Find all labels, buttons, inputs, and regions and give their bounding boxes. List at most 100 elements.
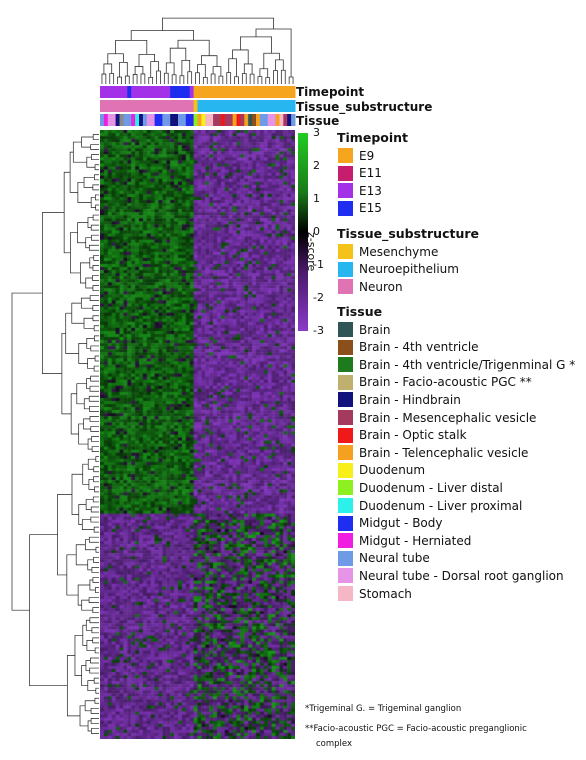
tissue-cell (291, 114, 296, 126)
timepoint-cell (107, 86, 113, 98)
tissue-cell (154, 114, 159, 126)
legend-label: E13 (359, 183, 382, 198)
row-dendrogram-branch (94, 697, 99, 704)
timepoint-cell (174, 86, 179, 98)
tissue-cell (263, 114, 269, 126)
legend-swatch (338, 339, 353, 355)
row-dendrogram-branch (90, 197, 96, 208)
row-dendrogram-branch (91, 154, 99, 161)
substructure-cell (263, 100, 269, 112)
row-dendrogram-branch (92, 134, 99, 140)
legend-label: Midgut - Body (359, 516, 443, 531)
substructure-cell (252, 100, 257, 112)
legend-label: Brain - 4th ventricle (359, 340, 479, 355)
row-dendrogram-branch (82, 624, 87, 646)
tissue-cell (217, 114, 222, 126)
column-dendrogram-branch (140, 73, 146, 84)
substructure-cell (170, 100, 175, 112)
tissue-track-label: Tissue (296, 114, 340, 128)
timepoint-cell (283, 86, 288, 98)
timepoint-cell (181, 86, 187, 98)
row-dendrogram-branch (65, 312, 79, 354)
row-dendrogram-branch (90, 657, 99, 664)
row-dendrogram-branch (92, 315, 99, 322)
column-dendrogram-branch (187, 71, 193, 84)
row-dendrogram-branch (87, 559, 94, 571)
substructure-cell (236, 100, 241, 112)
column-dendrogram-branch (202, 76, 208, 84)
row-dendrogram-branch (90, 516, 99, 523)
legend-item: E11 (338, 165, 382, 182)
row-dendrogram-branch (92, 285, 99, 291)
tissue-cell (158, 114, 163, 126)
row-dendrogram-branch (85, 619, 92, 631)
tissue-cell (131, 114, 136, 126)
legend-label: Neuron (359, 279, 403, 294)
substructure-cell (189, 100, 195, 112)
row-dendrogram-branch (94, 486, 99, 493)
timepoint-cell (256, 86, 261, 98)
row-dendrogram-branch (92, 577, 99, 583)
row-dendrogram-branch (91, 627, 99, 634)
row-dendrogram-branch (81, 136, 94, 148)
tissue-cell (115, 114, 120, 126)
timepoint-cell (111, 86, 117, 98)
tissue-cell (185, 114, 191, 126)
legend-item: Brain - Mesencephalic vesicle (338, 409, 536, 426)
timepoint-cell (123, 86, 128, 98)
column-dendrogram-branch (197, 64, 206, 78)
row-dendrogram-branch (91, 446, 99, 452)
row-dendrogram-branch (95, 456, 99, 463)
row-dendrogram-branch (90, 707, 99, 714)
timepoint-cell (131, 86, 136, 98)
legend-item: Brain - Facio-acoustic PGC ** (338, 374, 532, 391)
row-dendrogram-branch (87, 458, 96, 470)
legend-swatch (338, 480, 353, 496)
substructure-cell (275, 100, 280, 112)
row-dendrogram-branch (61, 332, 72, 415)
row-dendrogram-branch (86, 378, 91, 390)
row-dendrogram-branch (71, 473, 83, 515)
timepoint-cell (170, 86, 175, 98)
substructure-cell (217, 100, 222, 112)
column-dendrogram-branch (218, 75, 224, 84)
timepoint-cell (185, 86, 191, 98)
legend-swatch (338, 322, 353, 337)
timepoint-cell (205, 86, 210, 98)
row-dendrogram-branch (93, 556, 99, 563)
row-dendrogram-branch (88, 395, 99, 402)
column-dendrogram-branch (226, 72, 232, 84)
legend-swatch (338, 427, 353, 443)
timepoint-cell (248, 86, 253, 98)
timepoint-cell (271, 86, 276, 98)
column-dendrogram-branch (132, 74, 138, 84)
tissue-cell (201, 114, 206, 126)
legend-swatch (338, 148, 353, 163)
row-dendrogram-branch (81, 599, 93, 611)
legend-item: Mesenchyme (338, 243, 438, 260)
row-dendrogram-branch (77, 222, 88, 244)
substructure-cell (103, 100, 109, 112)
legend-label: Brain - Optic stalk (359, 428, 467, 443)
row-dendrogram-branch (95, 194, 99, 201)
legend-label: Brain - 4th ventricle/Trigenminal G * (359, 357, 576, 372)
row-dendrogram-branch (92, 275, 99, 281)
timepoint-cell (142, 86, 148, 98)
substructure-track-label: Tissue_substructure (296, 100, 433, 114)
column-dendrogram-branch (273, 70, 278, 84)
tissue-cell (100, 114, 105, 126)
legend-label: Brain - Facio-acoustic PGC ** (359, 375, 532, 390)
legend-swatch (338, 261, 353, 277)
timepoint-cell (228, 86, 234, 98)
legend-label: E11 (359, 166, 382, 181)
substructure-cell (185, 100, 191, 112)
tissue-cell (240, 114, 245, 126)
legend-swatch (338, 374, 353, 390)
column-dendrogram-branch (255, 28, 292, 78)
column-dendrogram-branch (232, 49, 249, 64)
row-dendrogram-branch (88, 244, 99, 251)
substructure-cell (220, 100, 226, 112)
column-dendrogram-branch (275, 59, 284, 71)
row-dendrogram-branch (93, 365, 99, 372)
